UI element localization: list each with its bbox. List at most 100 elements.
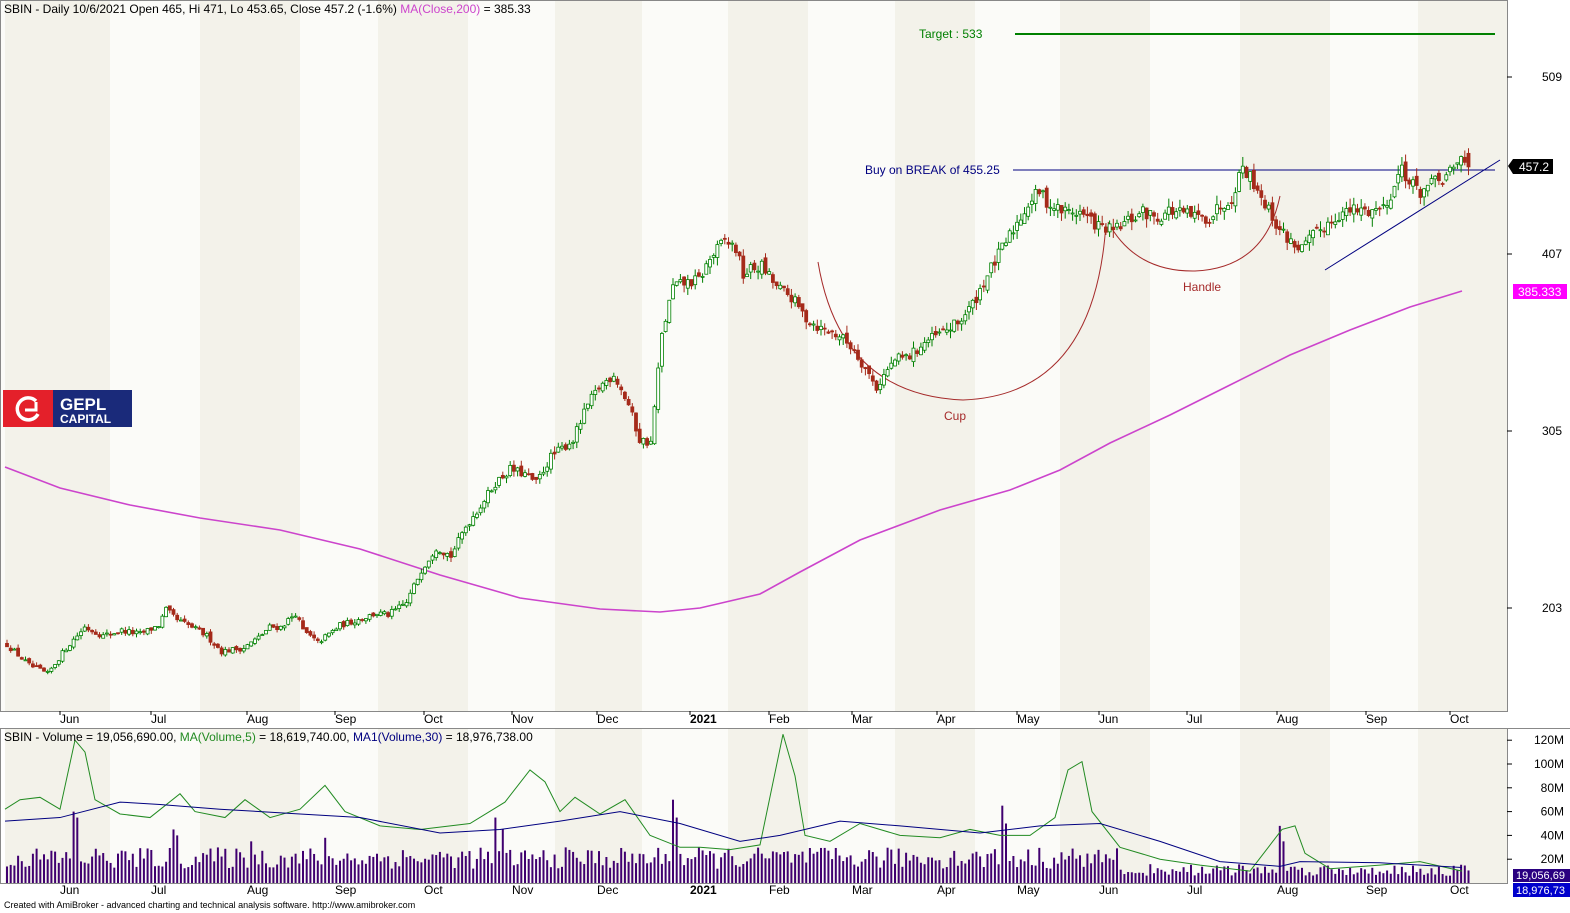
candle — [334, 628, 339, 632]
candle — [1192, 211, 1197, 219]
volume-bar — [246, 867, 249, 883]
volume-bar — [383, 857, 386, 883]
volume-bar — [683, 865, 686, 883]
candle — [323, 634, 328, 641]
volume-bar — [475, 858, 478, 883]
candle — [1218, 207, 1223, 210]
cup-label: Cup — [944, 409, 966, 423]
candle — [271, 624, 276, 628]
volume-bar — [294, 853, 297, 883]
volume-bar — [812, 853, 815, 883]
candle — [400, 603, 405, 606]
candle — [1111, 226, 1116, 231]
volume-bar — [1045, 867, 1048, 883]
candle — [27, 658, 32, 664]
volume-bar — [1323, 866, 1326, 883]
candle — [722, 237, 727, 240]
volume-bar — [487, 851, 489, 883]
candle — [215, 643, 220, 648]
candle — [449, 551, 453, 558]
volume-bar — [1090, 863, 1093, 883]
volume-bar — [875, 856, 878, 883]
candle — [785, 288, 790, 295]
candle — [1255, 185, 1260, 191]
candle — [249, 641, 254, 647]
volume-bar — [1234, 872, 1237, 883]
candle — [937, 331, 942, 334]
candle — [556, 446, 561, 453]
candle — [1440, 183, 1445, 185]
volume-header: SBIN - Volume = 19,056,690.00, MA(Volume… — [4, 730, 533, 744]
volume-bar — [1138, 872, 1141, 883]
volume-bar — [1286, 870, 1289, 883]
candle — [1300, 244, 1304, 252]
volume-bar — [450, 856, 452, 883]
volume-bar — [416, 861, 419, 883]
volume-bar — [561, 866, 563, 883]
candle — [941, 328, 945, 331]
candle — [1126, 215, 1130, 220]
volume-bar — [1264, 866, 1266, 883]
volume-bar — [216, 847, 219, 883]
candle — [1385, 205, 1389, 208]
volume-bar — [623, 851, 626, 883]
volume-bar — [1445, 875, 1448, 883]
volume-bar — [1082, 866, 1085, 883]
candle — [252, 638, 257, 644]
volume-bar — [1119, 869, 1122, 883]
volume-bar — [1356, 872, 1359, 883]
volume-bar — [376, 853, 378, 883]
candle — [382, 611, 387, 615]
candle — [375, 613, 379, 616]
month-label-price: Sep — [1366, 712, 1388, 726]
candle — [593, 389, 598, 395]
month-label-price: Jun — [60, 712, 79, 726]
candle — [201, 627, 206, 636]
candle — [526, 473, 531, 476]
volume-bar — [934, 860, 937, 883]
volume-bar — [1437, 866, 1440, 883]
volume-bar — [54, 851, 57, 883]
buy-label: Buy on BREAK of 455.25 — [865, 163, 1000, 177]
candle — [352, 622, 357, 626]
volume-bar — [546, 860, 549, 883]
candle — [141, 630, 146, 633]
month-label-price: Dec — [597, 712, 618, 726]
volume-bar — [901, 866, 904, 883]
volume-bar — [242, 857, 245, 883]
candle — [952, 319, 957, 332]
candle — [1026, 206, 1031, 217]
price-header: SBIN - Daily 10/6/2021 Open 465, Hi 471,… — [4, 2, 531, 16]
candle — [830, 330, 834, 333]
volume-bar — [413, 858, 415, 883]
volume-bar — [1400, 866, 1403, 883]
volume-bar — [1086, 853, 1089, 883]
volume-bar — [1056, 863, 1059, 883]
candle — [804, 310, 809, 323]
volume-bar — [642, 854, 645, 883]
candle — [389, 609, 394, 617]
volume-bar — [146, 848, 149, 883]
candle — [308, 631, 313, 636]
candle — [1011, 232, 1016, 235]
candle — [1322, 230, 1327, 233]
month-label-volume: Apr — [937, 883, 956, 897]
volume-bar — [768, 858, 771, 883]
candle — [734, 244, 738, 254]
candle — [412, 583, 416, 594]
volume-bar — [771, 851, 774, 883]
volume-bar — [98, 855, 101, 883]
candle — [149, 627, 154, 631]
candle — [1296, 244, 1301, 251]
volume-bar — [1071, 848, 1074, 883]
volume-bar — [198, 862, 201, 883]
ma-header-value: = 385.33 — [484, 2, 531, 16]
candle — [289, 616, 294, 619]
candle — [56, 660, 61, 665]
volume-bar — [575, 857, 578, 883]
volume-bar — [805, 862, 808, 883]
volume-bar — [1371, 867, 1374, 883]
volume-bar — [209, 848, 212, 883]
candle — [523, 472, 527, 477]
month-label-volume: Aug — [1277, 883, 1298, 897]
